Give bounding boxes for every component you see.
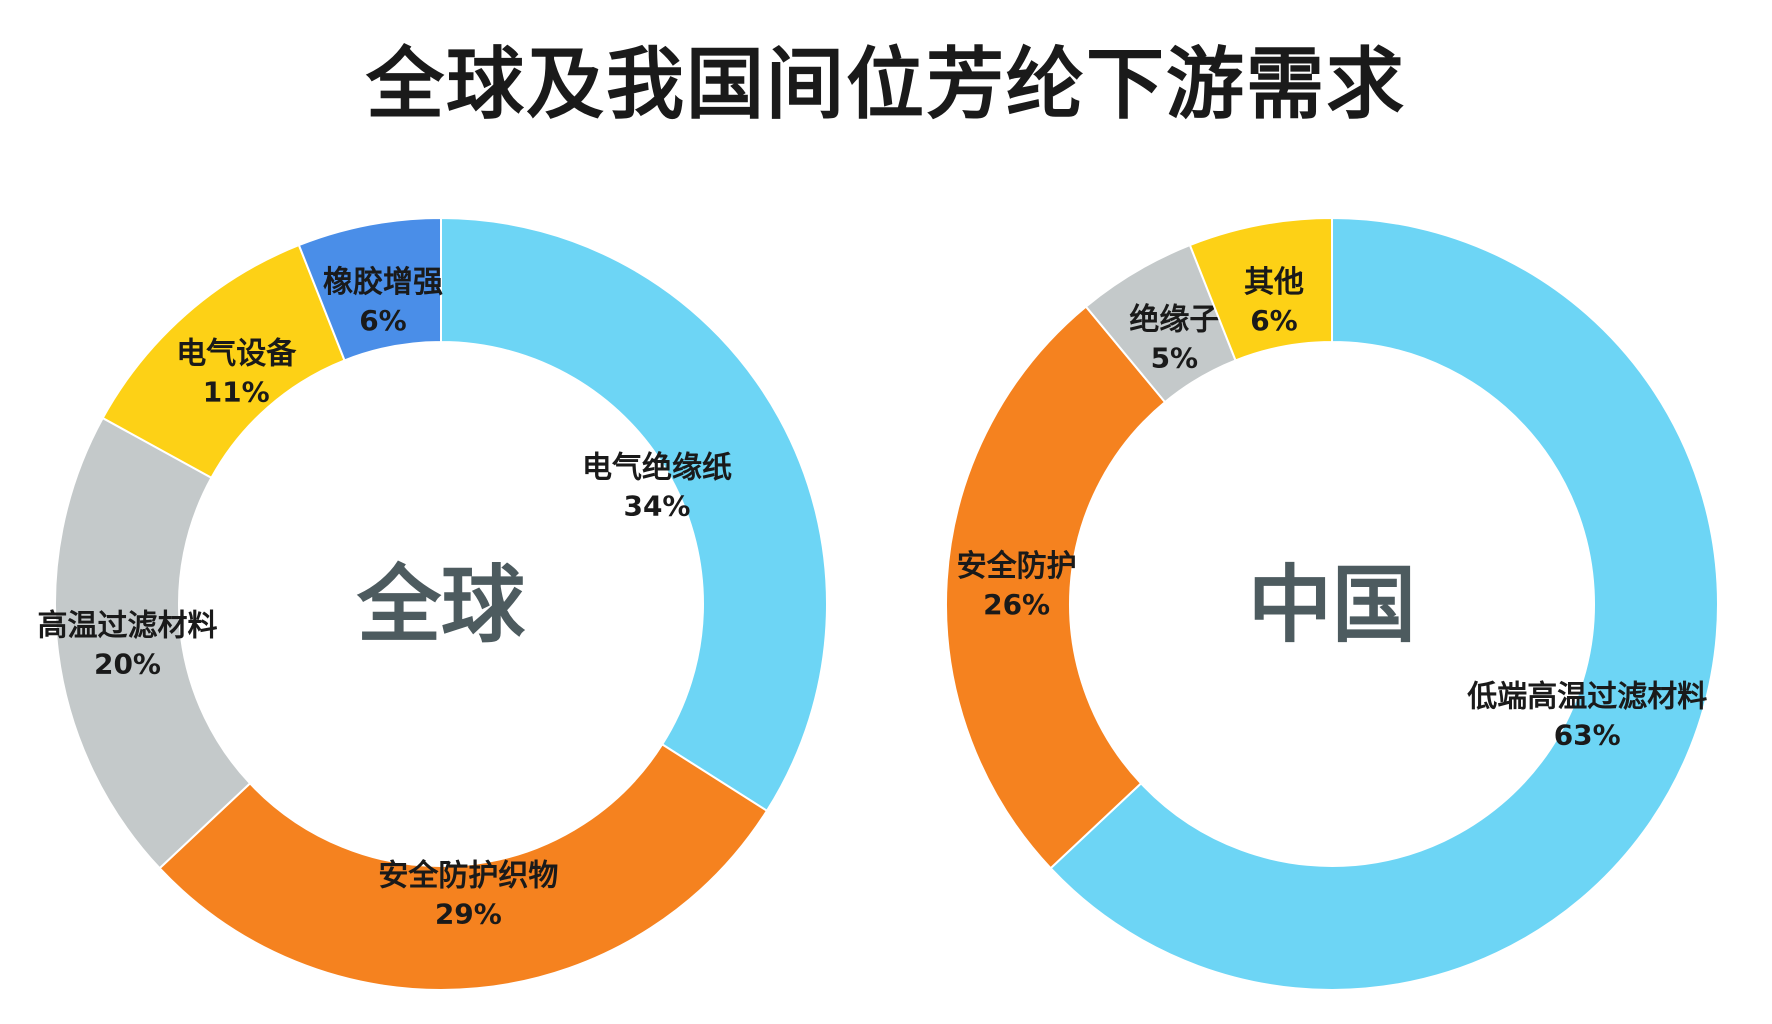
slice-label-china-2: 绝缘子	[1129, 302, 1219, 337]
slice-global-2	[54, 416, 252, 870]
slice-label-china-1: 安全防护	[957, 549, 1077, 584]
donut-china: 低端高温过滤材料 63% 安全防护 26% 绝缘子 5% 其他 6% 中国	[944, 216, 1719, 991]
slice-label-global-4: 橡胶增强	[323, 265, 443, 300]
slice-global-1	[158, 743, 769, 991]
slice-label-china-3: 其他	[1244, 265, 1304, 300]
slice-value-global-1: 29%	[435, 897, 502, 930]
center-label-global: 全球	[356, 556, 526, 654]
slice-value-china-2: 5%	[1151, 341, 1199, 374]
slice-china-0	[1049, 216, 1719, 991]
slice-value-global-0: 34%	[623, 489, 690, 522]
slice-label-global-1: 安全防护织物	[378, 858, 558, 893]
slice-china-1	[944, 305, 1167, 870]
slice-value-global-3: 11%	[203, 376, 270, 409]
slice-label-global-0: 电气绝缘纸	[582, 450, 732, 485]
slice-value-china-0: 63%	[1554, 718, 1621, 751]
slice-label-china-0: 低端高温过滤材料	[1466, 679, 1707, 714]
slice-value-china-1: 26%	[983, 588, 1050, 621]
center-label-china: 中国	[1248, 556, 1416, 654]
slice-global-0	[440, 216, 828, 813]
slice-label-global-2: 高温过滤材料	[37, 609, 217, 644]
slice-label-global-3: 电气设备	[176, 337, 297, 372]
slice-value-global-2: 20%	[94, 648, 161, 681]
slice-china-3	[1188, 216, 1333, 362]
slice-value-china-3: 6%	[1250, 304, 1298, 337]
slice-global-4	[297, 216, 442, 362]
chart-title: 全球及我国间位芳纶下游需求	[365, 39, 1406, 130]
slice-value-global-4: 6%	[359, 304, 407, 337]
donut-global: 电气绝缘纸 34% 安全防护织物 29% 高温过滤材料 20% 电气设备 11% 橡胶增强 6% 全…	[37, 216, 828, 991]
